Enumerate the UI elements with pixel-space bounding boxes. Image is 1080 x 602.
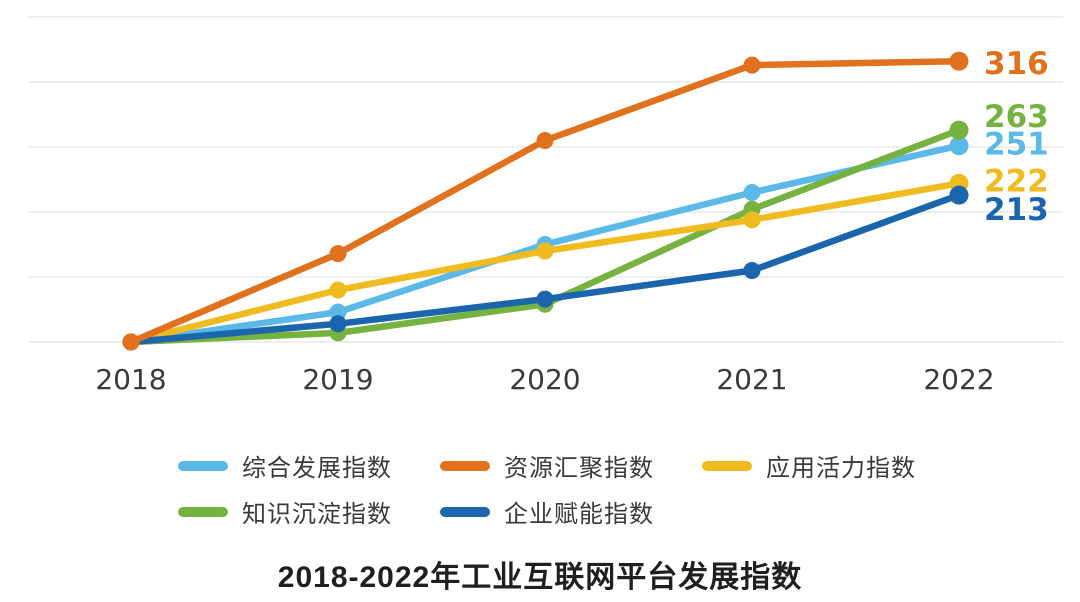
legend-label: 综合发展指数 [242, 455, 392, 482]
legend-swatch-orange-icon [440, 460, 490, 471]
legend-label: 应用活力指数 [766, 455, 916, 482]
data-point [329, 303, 347, 321]
legend-item-application-index: 应用活力指数 [702, 448, 964, 483]
end-value-label: 251 [984, 127, 1049, 163]
data-point [536, 132, 554, 149]
data-point [329, 245, 347, 263]
chart-title: 2018-2022年工业互联网平台发展指数 [277, 561, 803, 594]
end-value-label: 213 [984, 192, 1049, 228]
legend-swatch-lightblue-icon [178, 460, 228, 471]
chart-legend: 综合发展指数 资源汇聚指数 应用活力指数 知识沉淀指数 企业赋能指数 [178, 448, 964, 540]
legend-swatch-green-icon [178, 506, 228, 517]
data-point [536, 290, 554, 308]
legend-item-enterprise-index: 企业赋能指数 [440, 494, 702, 529]
legend-row-1: 综合发展指数 资源汇聚指数 应用活力指数 [178, 448, 964, 483]
data-point [122, 333, 140, 351]
x-axis-tick-label: 2019 [302, 363, 373, 396]
end-value-label: 263 [984, 99, 1049, 135]
end-value-label: 316 [984, 46, 1049, 82]
data-point [949, 136, 969, 156]
data-point [329, 315, 347, 333]
data-point [743, 56, 761, 74]
x-axis-tick-label: 2020 [509, 363, 580, 396]
data-point [536, 242, 554, 260]
legend-swatch-darkblue-icon [440, 506, 490, 517]
data-point [949, 185, 969, 205]
data-point [949, 51, 969, 71]
x-axis-tick-label: 2018 [95, 363, 166, 396]
legend-label: 企业赋能指数 [504, 501, 654, 528]
legend-label: 知识沉淀指数 [242, 501, 392, 528]
data-point [743, 211, 761, 229]
data-point [743, 184, 761, 201]
legend-label: 资源汇聚指数 [504, 455, 654, 482]
end-value-label: 222 [984, 163, 1049, 199]
legend-item-composite-index: 综合发展指数 [178, 448, 440, 483]
data-point [329, 281, 347, 299]
series-line [127, 180, 963, 346]
legend-item-resource-index: 资源汇聚指数 [440, 448, 702, 483]
x-axis-tick-label: 2022 [923, 363, 994, 396]
data-point [743, 262, 761, 279]
line-chart: 251 316 222 263 213 2018 2019 2020 2021 2022 [28, 16, 1063, 396]
series-line [127, 191, 963, 346]
x-axis-tick-label: 2021 [716, 363, 787, 396]
data-point [949, 120, 969, 140]
legend-item-knowledge-index: 知识沉淀指数 [178, 494, 440, 529]
legend-row-2: 知识沉淀指数 企业赋能指数 [178, 494, 964, 529]
legend-swatch-yellow-icon [702, 460, 752, 471]
